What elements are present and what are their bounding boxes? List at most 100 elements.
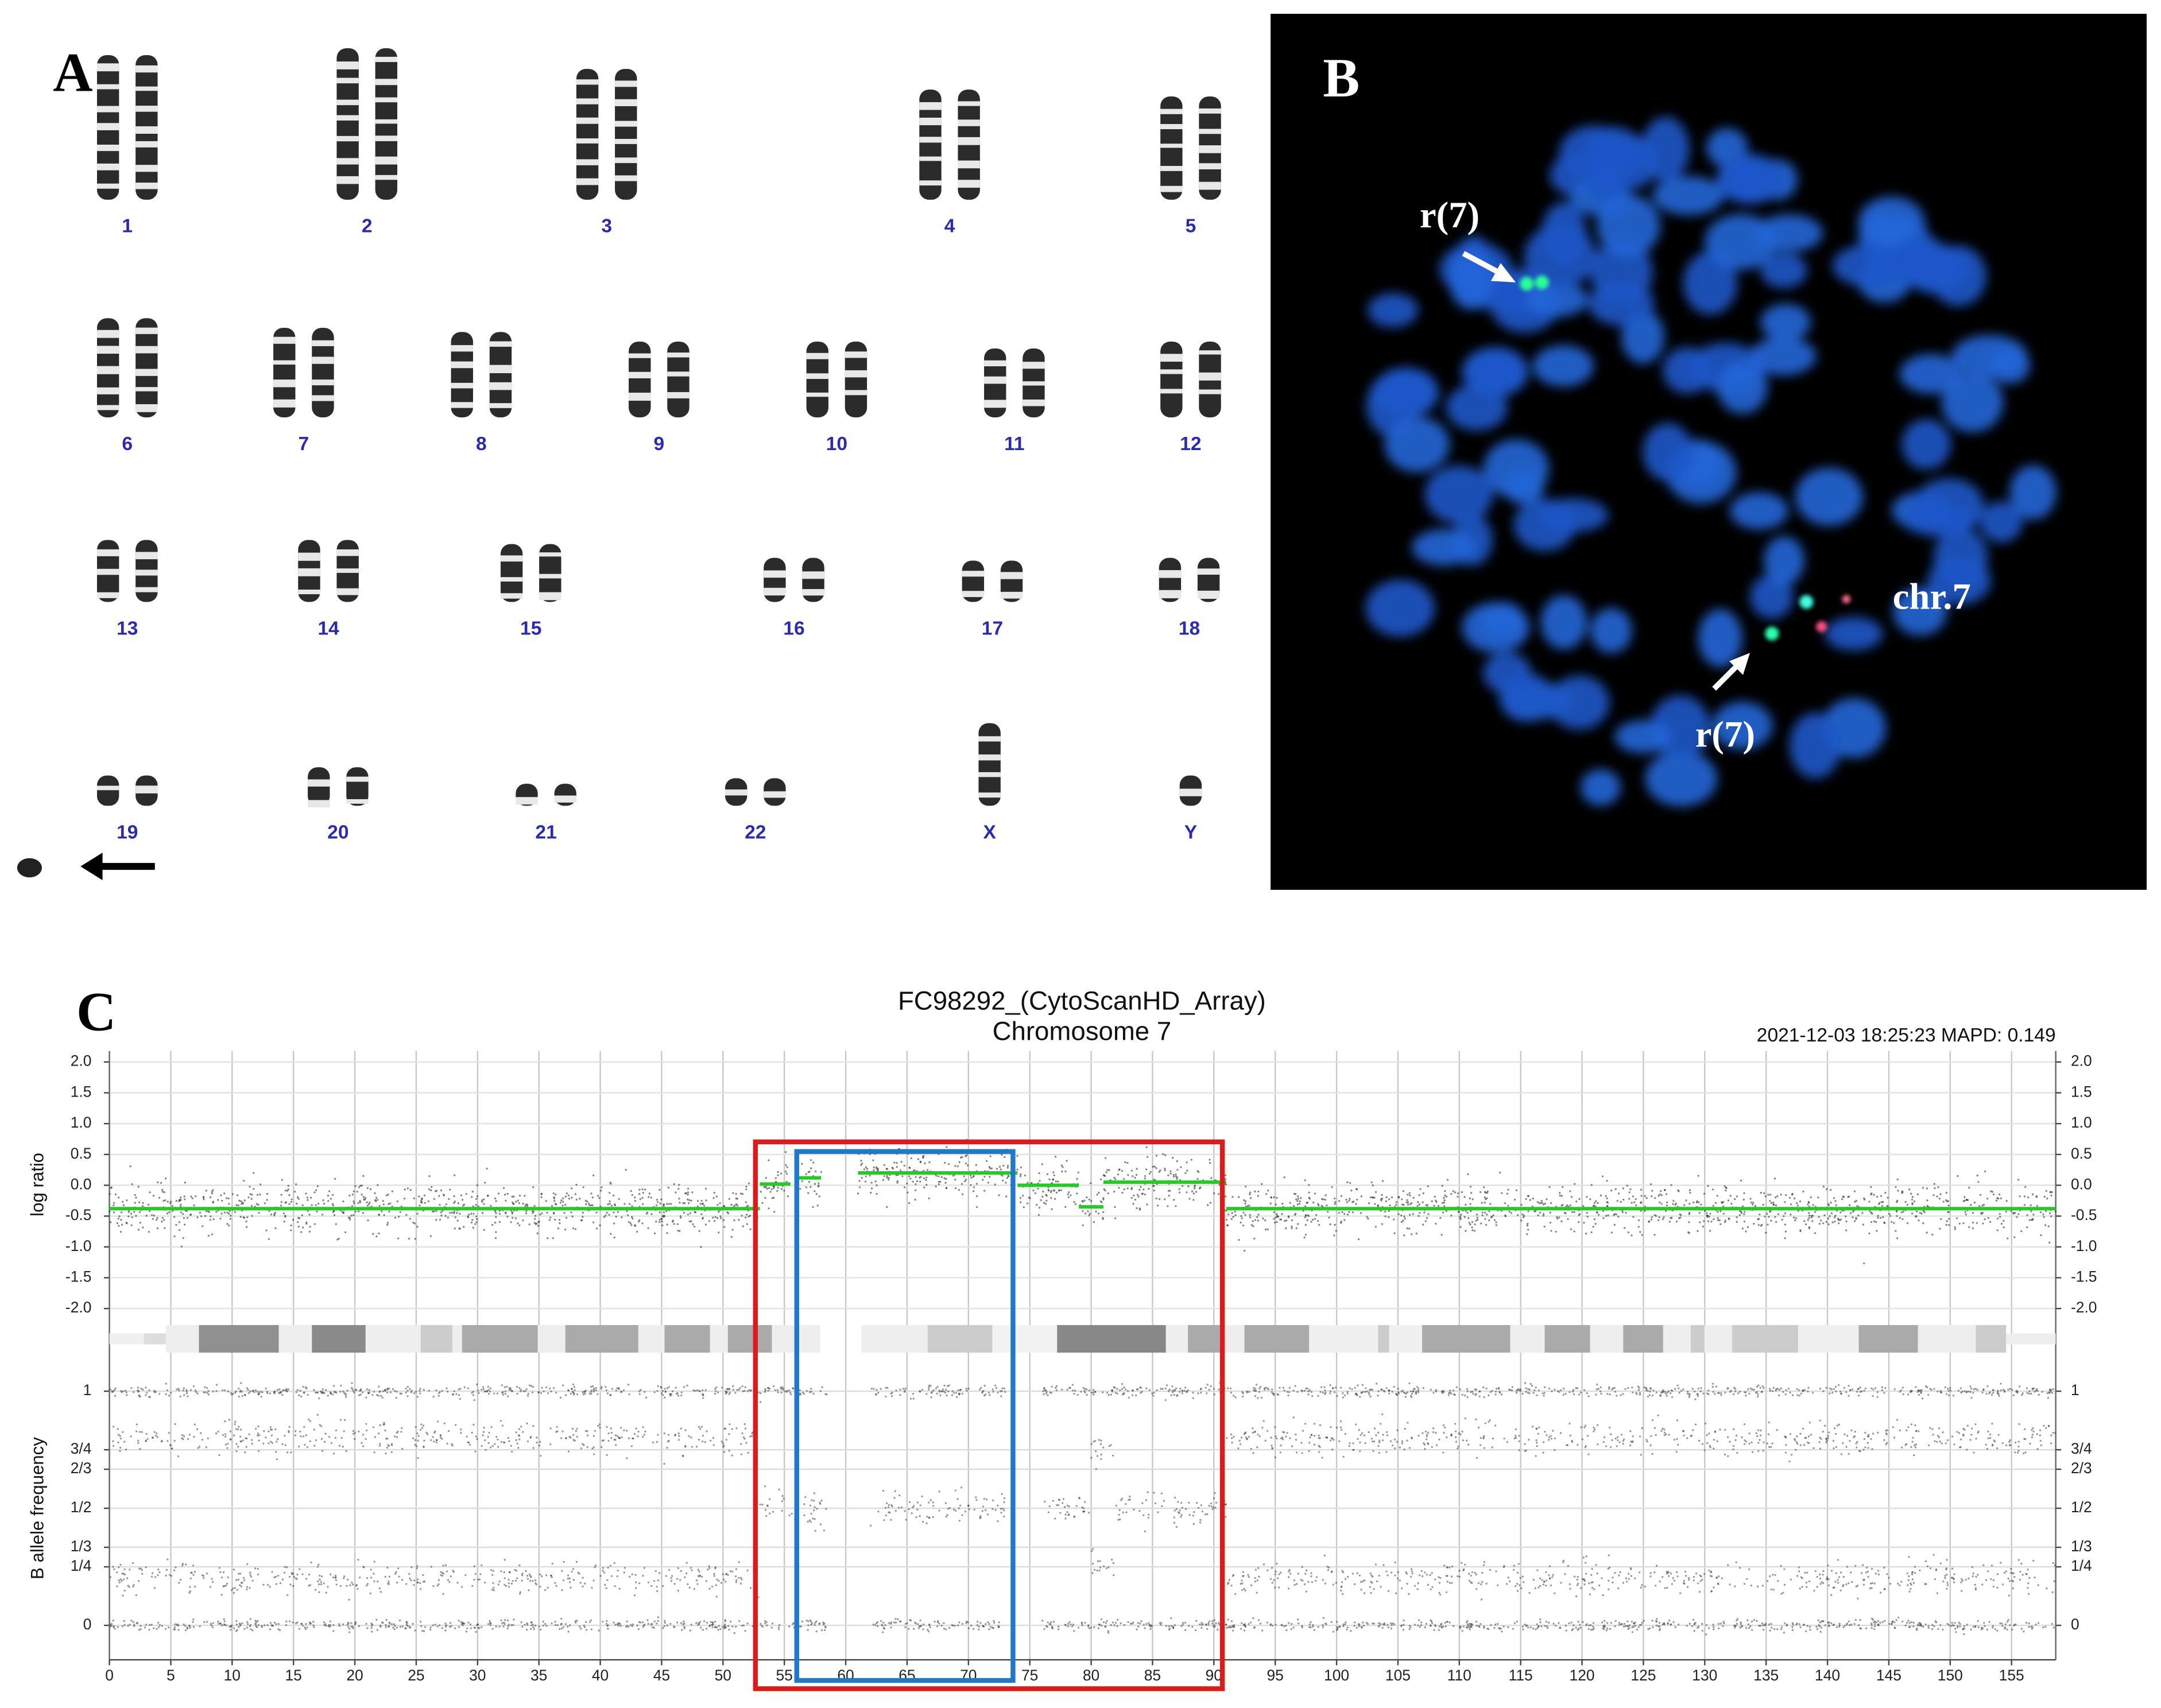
- chromosome-band: [135, 141, 158, 148]
- probe: [2048, 1241, 2051, 1244]
- baf-probe: [764, 1388, 766, 1390]
- probe: [656, 1199, 659, 1201]
- baf-probe: [446, 1570, 448, 1573]
- baf-probe: [720, 1582, 723, 1584]
- probe: [1680, 1214, 1682, 1217]
- probe: [251, 1194, 253, 1196]
- probe: [1539, 1211, 1542, 1214]
- y2-tick-label-right: 0: [2071, 1616, 2079, 1633]
- baf-probe: [119, 1390, 122, 1392]
- probe: [1095, 1210, 1097, 1213]
- probe: [1107, 1192, 1110, 1195]
- probe: [344, 1231, 347, 1234]
- probe: [820, 1171, 822, 1173]
- baf-probe: [671, 1390, 674, 1392]
- baf-probe: [185, 1389, 188, 1391]
- probe: [1760, 1191, 1762, 1194]
- probe: [1830, 1212, 1833, 1215]
- probe: [687, 1194, 689, 1196]
- probe: [1981, 1204, 1984, 1207]
- baf-probe: [738, 1388, 740, 1391]
- cytoband: [462, 1325, 538, 1353]
- probe: [1799, 1229, 1802, 1231]
- probe: [147, 1203, 150, 1206]
- baf-probe: [751, 1435, 753, 1438]
- chromosome-band: [978, 792, 1001, 798]
- chromosome-band: [96, 106, 119, 113]
- baf-probe: [148, 1629, 150, 1631]
- probe: [1485, 1191, 1487, 1194]
- baf-probe: [235, 1450, 238, 1453]
- chromosome-band: [1197, 568, 1220, 575]
- baf-probe: [818, 1622, 821, 1625]
- baf-probe: [262, 1583, 265, 1586]
- probe: [309, 1226, 311, 1228]
- probe: [928, 1197, 930, 1199]
- probe: [967, 1164, 969, 1167]
- probe: [943, 1177, 946, 1180]
- chromosome-band: [539, 552, 561, 557]
- x-tick-label: 25: [408, 1667, 424, 1684]
- probe: [475, 1204, 477, 1206]
- probe: [153, 1214, 156, 1217]
- baf-probe: [670, 1580, 673, 1582]
- baf-probe: [656, 1586, 658, 1588]
- baf-probe: [684, 1446, 687, 1448]
- probe: [483, 1203, 485, 1205]
- baf-probe: [345, 1396, 347, 1398]
- probe: [475, 1215, 478, 1218]
- probe: [424, 1202, 426, 1204]
- baf-probe: [516, 1442, 518, 1444]
- probe: [1230, 1218, 1233, 1220]
- baf-probe: [419, 1428, 422, 1431]
- y2-tick-label: 1/3: [71, 1537, 92, 1555]
- probe: [1466, 1211, 1469, 1214]
- baf-probe: [970, 1624, 973, 1626]
- probe: [1784, 1237, 1786, 1240]
- y2-tick-label: 2/3: [71, 1459, 92, 1477]
- baf-probe: [819, 1523, 822, 1525]
- baf-probe: [354, 1623, 356, 1625]
- probe: [1136, 1194, 1139, 1196]
- baf-probe: [597, 1393, 599, 1396]
- probe: [1426, 1217, 1428, 1219]
- baf-probe: [473, 1399, 475, 1401]
- probe: [861, 1176, 863, 1179]
- baf-probe: [530, 1624, 533, 1626]
- chromosome-blob: [1483, 652, 1531, 694]
- probe: [362, 1175, 365, 1177]
- probe: [700, 1246, 702, 1248]
- baf-probe: [723, 1427, 726, 1430]
- probe: [495, 1215, 497, 1218]
- baf-probe: [530, 1621, 533, 1624]
- probe: [412, 1221, 415, 1224]
- baf-probe: [524, 1390, 526, 1392]
- chromosome-band: [845, 351, 868, 358]
- chromosome-band: [96, 346, 119, 354]
- probe: [810, 1167, 812, 1169]
- baf-probe: [114, 1387, 117, 1390]
- chromosome-band: [135, 785, 158, 793]
- probe: [1244, 1200, 1247, 1203]
- probe: [245, 1220, 247, 1223]
- probe: [1897, 1190, 1899, 1192]
- baf-probe: [618, 1387, 620, 1389]
- probe: [166, 1212, 169, 1215]
- y-tick-label-right: -1.5: [2071, 1268, 2097, 1285]
- probe: [416, 1226, 419, 1228]
- baf-probe: [177, 1455, 180, 1458]
- probe: [428, 1188, 431, 1191]
- baf-probe: [586, 1430, 588, 1432]
- chromosome-band: [1197, 590, 1220, 599]
- probe: [1837, 1222, 1840, 1225]
- baf-probe: [657, 1616, 660, 1618]
- baf-probe: [882, 1490, 885, 1492]
- chromosome-band: [135, 86, 158, 91]
- baf-probe: [684, 1576, 686, 1578]
- baf-probe: [544, 1589, 547, 1591]
- probe: [150, 1214, 153, 1217]
- probe: [1068, 1191, 1070, 1194]
- probe: [127, 1215, 130, 1218]
- baf-probe: [329, 1625, 331, 1628]
- baf-probe: [619, 1622, 621, 1625]
